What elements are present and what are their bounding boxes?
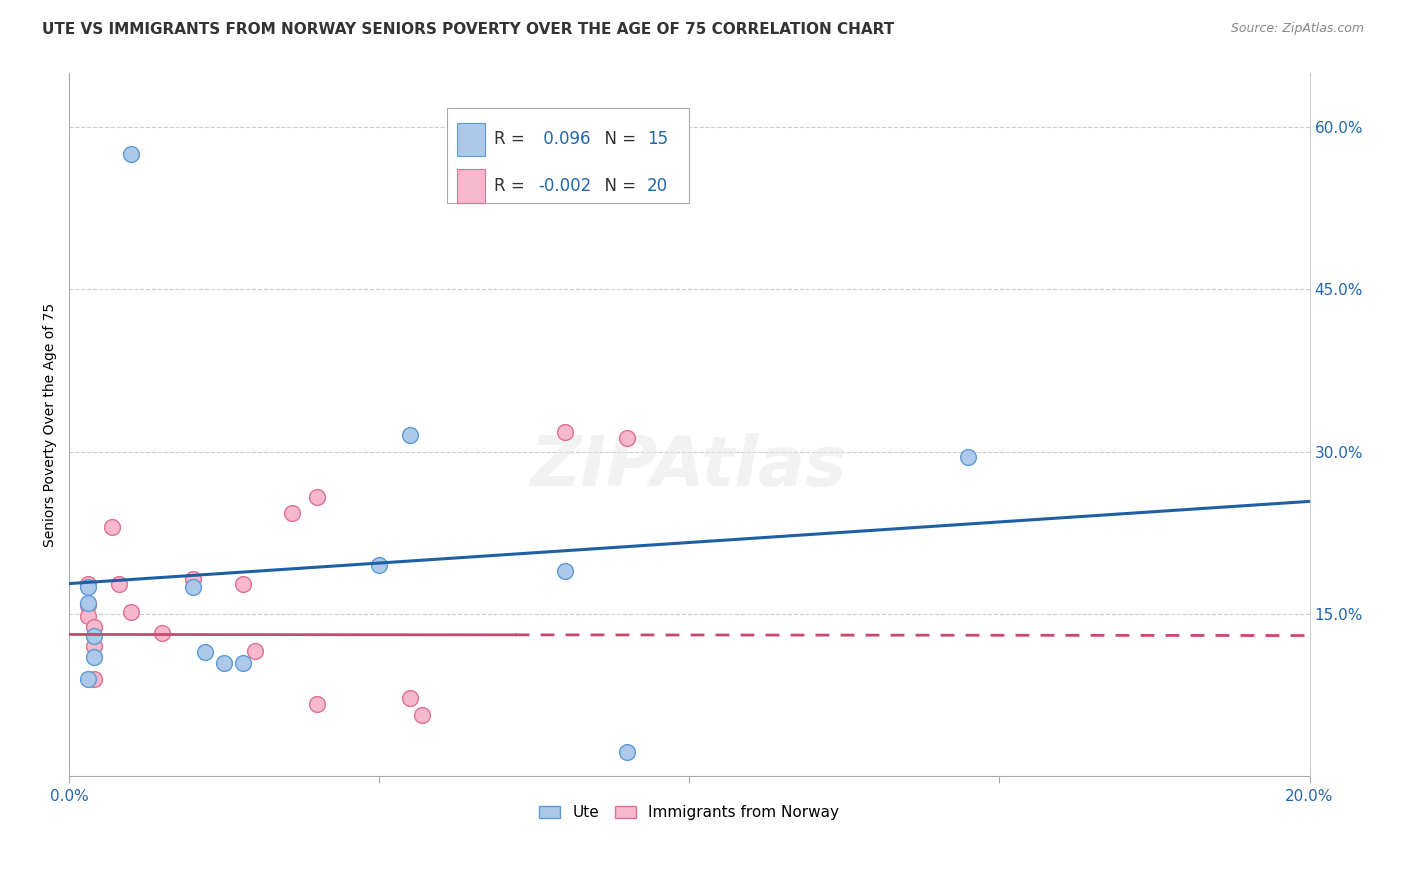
Point [243, 643, 266, 657]
FancyBboxPatch shape [447, 108, 689, 203]
Point [76, 609, 98, 624]
Point [83, 620, 105, 634]
Text: -0.002: -0.002 [538, 177, 591, 195]
Point [554, 564, 576, 578]
Point [76, 576, 98, 591]
Text: UTE VS IMMIGRANTS FROM NORWAY SENIORS POVERTY OVER THE AGE OF 75 CORRELATION CHA: UTE VS IMMIGRANTS FROM NORWAY SENIORS PO… [42, 22, 894, 37]
Text: 0.096: 0.096 [538, 130, 591, 148]
Point [232, 576, 254, 591]
Text: Source: ZipAtlas.com: Source: ZipAtlas.com [1230, 22, 1364, 36]
Point [212, 656, 235, 670]
Y-axis label: Seniors Poverty Over the Age of 75: Seniors Poverty Over the Age of 75 [44, 302, 58, 547]
Text: N =: N = [593, 130, 641, 148]
Point [76, 596, 98, 610]
FancyBboxPatch shape [457, 122, 485, 156]
Point [305, 697, 328, 711]
Legend: Ute, Immigrants from Norway: Ute, Immigrants from Norway [534, 801, 844, 825]
Point [101, 520, 124, 534]
Point [181, 572, 204, 586]
Point [305, 490, 328, 504]
Point [83, 672, 105, 686]
Point [120, 147, 142, 161]
Point [107, 576, 129, 591]
Point [76, 672, 98, 686]
Point [232, 656, 254, 670]
Text: R =: R = [495, 177, 530, 195]
Point [120, 605, 142, 619]
Point [399, 691, 422, 706]
Point [194, 645, 217, 659]
Point [83, 628, 105, 642]
Point [76, 599, 98, 613]
FancyBboxPatch shape [457, 169, 485, 202]
Text: 20: 20 [647, 177, 668, 195]
Point [83, 650, 105, 665]
Point [83, 640, 105, 654]
Point [399, 428, 422, 442]
Point [411, 707, 433, 722]
Point [281, 506, 304, 520]
Point [957, 450, 980, 464]
Text: ZIPAtlas: ZIPAtlas [531, 434, 848, 500]
Point [554, 425, 576, 439]
Point [181, 580, 204, 594]
Text: N =: N = [593, 177, 641, 195]
Point [616, 745, 638, 759]
Point [616, 431, 638, 445]
Point [150, 626, 173, 640]
Point [76, 580, 98, 594]
Point [368, 558, 391, 573]
Text: 15: 15 [647, 130, 668, 148]
Text: R =: R = [495, 130, 530, 148]
